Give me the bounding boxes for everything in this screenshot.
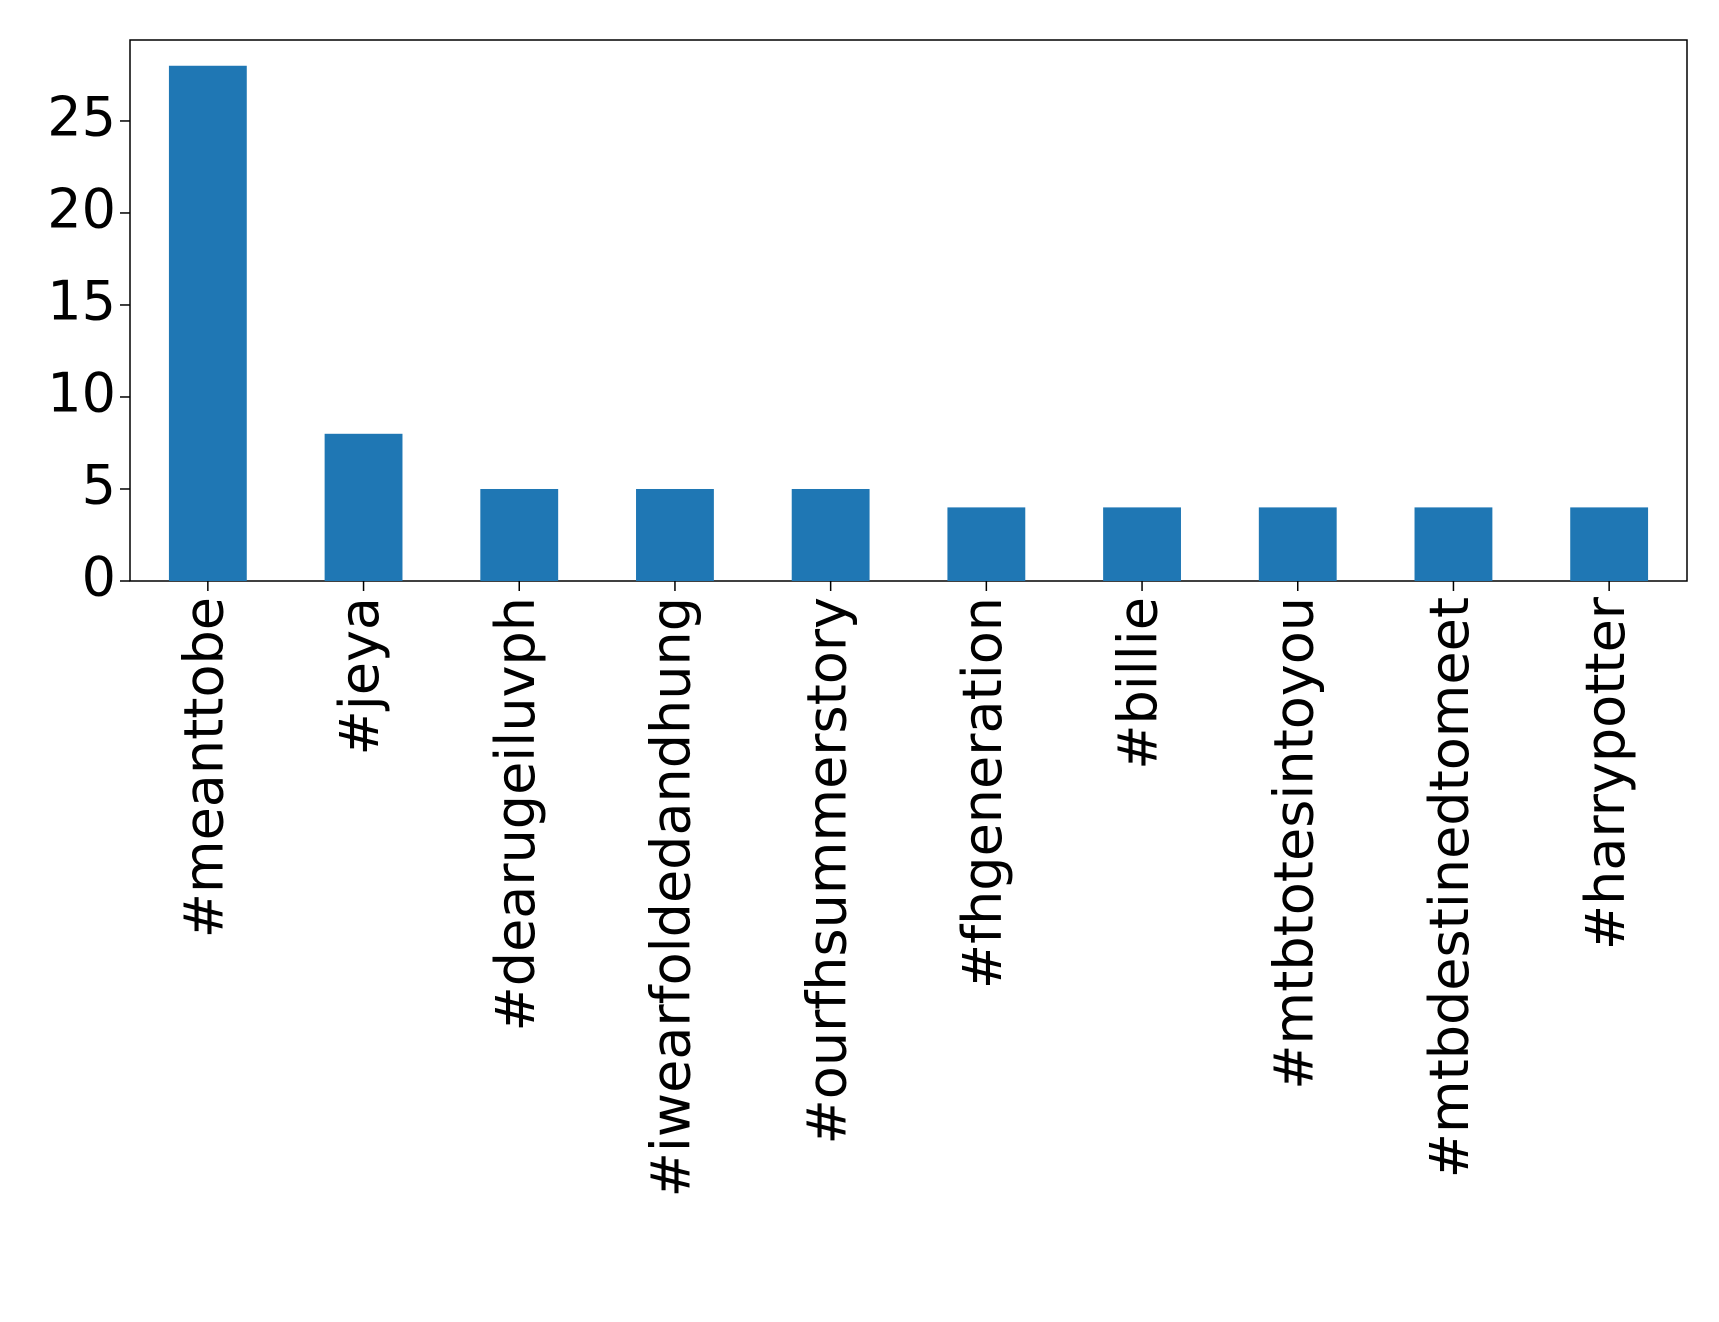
x-tick-label: #harrypotter bbox=[1574, 596, 1637, 950]
x-tick-label: #jeya bbox=[328, 597, 391, 756]
y-tick-label: 25 bbox=[47, 86, 116, 149]
x-tick-label: #billie bbox=[1107, 597, 1170, 770]
x-tick-label: #meanttobe bbox=[172, 597, 235, 938]
x-tick-label: #dearugeiluvph bbox=[484, 597, 547, 1031]
x-tick-label: #iwearfoldedandhung bbox=[640, 597, 703, 1197]
bar bbox=[480, 488, 559, 581]
bar bbox=[947, 507, 1026, 581]
y-tick-label: 10 bbox=[47, 362, 116, 425]
plot-frame bbox=[129, 39, 1688, 582]
bar bbox=[1570, 507, 1649, 581]
bar bbox=[324, 433, 403, 581]
bar bbox=[1258, 507, 1337, 581]
bar bbox=[636, 488, 714, 581]
y-tick-label: 5 bbox=[82, 454, 116, 517]
y-tick-label: 15 bbox=[47, 270, 116, 333]
x-tick-label: #fhgeneration bbox=[951, 597, 1014, 989]
bar bbox=[1414, 507, 1493, 581]
bar bbox=[791, 488, 870, 581]
x-tick-label: #mtbdestinedtomeet bbox=[1418, 597, 1481, 1178]
bar bbox=[1103, 507, 1181, 581]
bar bbox=[168, 65, 247, 581]
x-tick-label: #ourfhsummerstory bbox=[795, 597, 858, 1144]
x-tick-label: #mtbtotesintoyou bbox=[1262, 597, 1325, 1090]
y-tick-label: 20 bbox=[47, 178, 116, 241]
y-tick-label: 0 bbox=[82, 546, 116, 609]
